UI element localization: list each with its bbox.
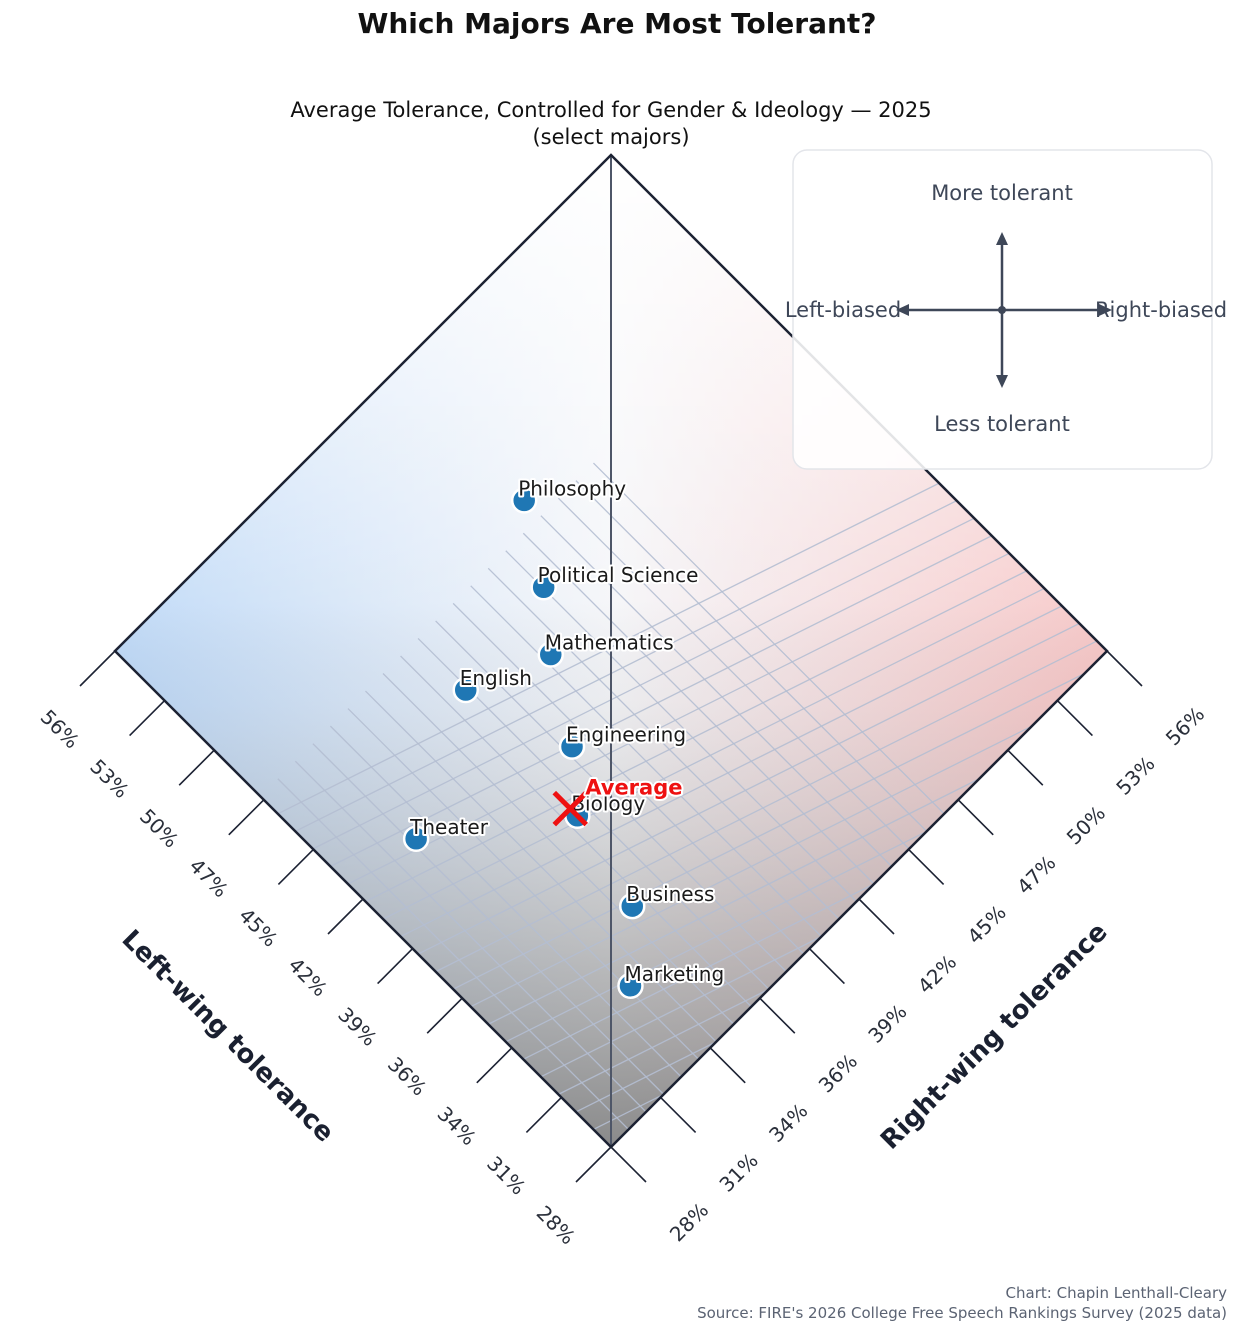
legend: More tolerant Less tolerant Left-biased …: [785, 149, 1227, 470]
legend-more-tolerant: More tolerant: [931, 181, 1073, 205]
grid-line-left-18: [295, 480, 998, 832]
left-axis-tick: [277, 848, 314, 885]
right-axis-tick: [709, 1047, 746, 1084]
left-axis-tick-label: 34%: [433, 1102, 481, 1150]
data-label-biology: Biology: [571, 792, 645, 816]
legend-left-biased: Left-biased: [785, 298, 901, 322]
right-axis-tick: [1056, 700, 1093, 737]
grid-line-right-5: [347, 708, 700, 1060]
grid-line-right-11: [452, 602, 805, 955]
left-axis-tick: [377, 948, 414, 985]
left-axis-tick-label: 39%: [333, 1002, 381, 1050]
data-points: Philosophy Political Science Mathematics En…: [402, 474, 726, 1000]
right-axis-tick-label: 56%: [1161, 702, 1209, 750]
right-axis-tick: [759, 997, 796, 1034]
right-axis-tick-label: 34%: [764, 1099, 812, 1147]
data-point-mathematics: [537, 641, 565, 668]
left-axis-tick-label: 53%: [85, 754, 133, 802]
left-axis-tick-label: 50%: [135, 804, 183, 852]
right-axis-tick: [1106, 650, 1143, 687]
chart-credit: Chart: Chapin Lenthall-Cleary: [1006, 1284, 1228, 1302]
right-axis-tick-label: 31%: [714, 1148, 762, 1196]
data-label-marketing: Marketing: [624, 962, 724, 986]
data-point-political-science: [530, 573, 557, 601]
grid-line-right-19: [593, 462, 945, 815]
arrow-down-icon: [996, 375, 1008, 388]
right-axis-tick-label: 45%: [962, 900, 1010, 948]
grid-line-left-19: [277, 462, 980, 815]
data-label-mathematics: Mathematics: [545, 631, 674, 655]
grid-line-right-16: [540, 515, 893, 867]
right-axis-tick-label: 39%: [863, 999, 911, 1047]
left-axis-tick-label: 42%: [284, 953, 332, 1001]
data-label-engineering: Engineering: [566, 723, 686, 747]
chart-subtitle-line1: Average Tolerance, Controlled for Gender…: [290, 98, 931, 122]
right-axis-tick-label: 50%: [1062, 801, 1110, 849]
chart-subtitle-line2: (select majors): [532, 125, 689, 149]
grid-line-right-8: [400, 655, 752, 1008]
grid-line-right-17: [557, 497, 910, 850]
grid-line-left-16: [330, 515, 1033, 868]
left-axis-tick-label: 31%: [482, 1151, 530, 1199]
right-axis-tick: [660, 1096, 697, 1133]
y-axis-title: Right-wing tolerance: [875, 917, 1113, 1155]
grid-lines: [277, 462, 1107, 1131]
left-axis-tick-label: 56%: [36, 705, 84, 753]
legend-center-dot: [998, 306, 1006, 314]
data-point-engineering: [558, 733, 586, 760]
right-axis-tick: [908, 848, 945, 885]
left-axis-tick: [178, 749, 215, 786]
data-point-marketing: [617, 972, 644, 1000]
data-label-business: Business: [626, 882, 714, 906]
grid-line-right-15: [522, 532, 875, 885]
left-axis-tick-label: 47%: [185, 854, 233, 902]
average-label: Average: [585, 776, 682, 800]
left-axis-tick: [129, 700, 166, 737]
grid-line-right-14: [505, 550, 857, 902]
left-axis-tick: [79, 650, 116, 687]
data-label-english: English: [460, 666, 532, 690]
left-axis-tick: [426, 997, 463, 1034]
data-label-philosophy: Philosophy: [518, 476, 626, 500]
right-axis-tick: [808, 948, 845, 985]
data-point-philosophy: [510, 487, 538, 514]
left-axis-tick: [228, 799, 265, 836]
data-point-business: [619, 892, 646, 920]
right-axis-tick-label: 36%: [814, 1049, 862, 1097]
chart-source: Source: FIRE's 2026 College Free Speech …: [697, 1304, 1227, 1322]
legend-less-tolerant: Less tolerant: [934, 412, 1070, 436]
right-axis-tick: [957, 799, 994, 836]
left-axis-tick: [327, 898, 364, 935]
right-axis-tick: [610, 1146, 647, 1183]
average-marker: [552, 790, 589, 827]
grid-line-right-18: [575, 480, 928, 832]
data-point-english: [452, 676, 479, 704]
right-axis-tick: [1007, 749, 1044, 786]
left-axis-tick-label: 45%: [234, 903, 282, 951]
arrow-right-icon: [1099, 304, 1112, 316]
grid-line-left-17: [312, 497, 1015, 850]
left-axis-tick: [476, 1047, 513, 1084]
arrow-left-icon: [896, 304, 909, 316]
right-axis-tick-label: 28%: [665, 1198, 713, 1246]
data-label-political-science: Political Science: [538, 563, 699, 587]
left-axis-tick-label: 36%: [383, 1052, 431, 1100]
right-axis-tick-label: 47%: [1012, 851, 1060, 899]
left-axis-tick: [525, 1096, 562, 1133]
chart-title: Which Majors Are Most Tolerant?: [357, 7, 876, 40]
right-axis-tick-label: 42%: [913, 950, 961, 998]
data-label-theater: Theater: [409, 815, 489, 839]
right-axis-tick: [858, 898, 895, 935]
legend-right-biased: Right-biased: [1095, 298, 1227, 322]
right-axis-tick-label: 53%: [1111, 751, 1159, 799]
left-axis-tick: [575, 1146, 612, 1183]
left-axis-tick-label: 28%: [532, 1201, 580, 1249]
grid-line-right-13: [487, 567, 840, 920]
arrow-up-icon: [996, 232, 1008, 245]
data-point-theater: [402, 825, 430, 853]
